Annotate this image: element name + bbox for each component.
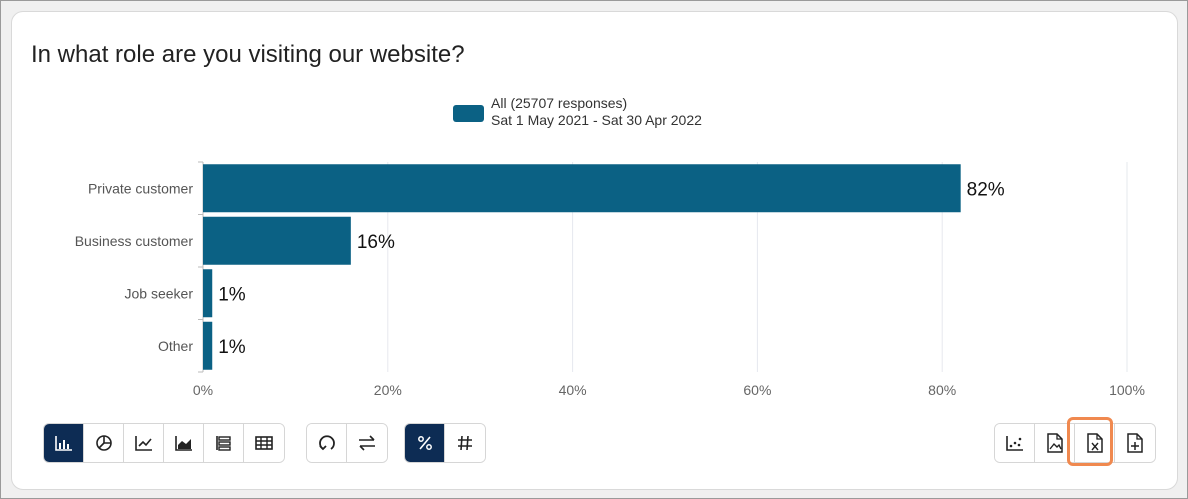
bar xyxy=(203,269,213,318)
add-export-icon[interactable] xyxy=(1115,424,1155,462)
scatter-export-icon[interactable] xyxy=(995,424,1035,462)
hash-icon[interactable] xyxy=(445,424,485,462)
category-label: Private customer xyxy=(88,180,193,196)
transform-toolbar xyxy=(306,423,388,463)
data-label: 16% xyxy=(357,232,395,253)
legend: All (25707 responses) Sat 1 May 2021 - S… xyxy=(453,95,702,129)
legend-series-label: All (25707 responses) xyxy=(491,95,628,111)
x-tick-label: 100% xyxy=(1109,382,1145,398)
x-tick-label: 40% xyxy=(559,382,587,398)
pie-chart-icon[interactable] xyxy=(84,424,124,462)
category-label: Business customer xyxy=(75,233,194,249)
percent-icon[interactable] xyxy=(405,424,445,462)
legend-date-range: Sat 1 May 2021 - Sat 30 Apr 2022 xyxy=(491,112,702,128)
bar xyxy=(203,164,961,213)
table-icon[interactable] xyxy=(244,424,284,462)
bar xyxy=(203,216,351,265)
swap-icon[interactable] xyxy=(347,424,387,462)
excel-export-icon[interactable] xyxy=(1075,424,1115,462)
data-label: 1% xyxy=(218,337,246,358)
line-chart-icon[interactable] xyxy=(124,424,164,462)
image-export-icon[interactable] xyxy=(1035,424,1075,462)
category-label: Other xyxy=(158,338,193,354)
bar-chart-icon[interactable] xyxy=(44,424,84,462)
legend-text: All (25707 responses) Sat 1 May 2021 - S… xyxy=(491,95,702,129)
bar xyxy=(203,321,213,370)
refresh-icon[interactable] xyxy=(307,424,347,462)
x-tick-label: 80% xyxy=(928,382,956,398)
data-label: 1% xyxy=(218,284,246,305)
area-chart-icon[interactable] xyxy=(164,424,204,462)
x-tick-label: 0% xyxy=(193,382,213,398)
stacked-list-icon[interactable] xyxy=(204,424,244,462)
data-label: 82% xyxy=(967,179,1005,200)
question-title: In what role are you visiting our websit… xyxy=(31,41,465,68)
chart-type-toolbar xyxy=(43,423,285,463)
x-tick-label: 20% xyxy=(374,382,402,398)
export-toolbar xyxy=(994,423,1156,463)
value-mode-toolbar xyxy=(404,423,486,463)
legend-swatch xyxy=(453,105,484,122)
x-tick-label: 60% xyxy=(743,382,771,398)
category-label: Job seeker xyxy=(125,285,194,301)
